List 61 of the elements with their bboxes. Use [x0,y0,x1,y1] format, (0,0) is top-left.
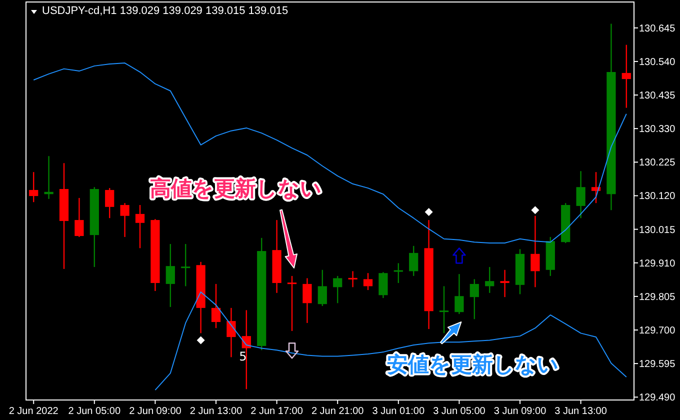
x-tick-label: 2 Jun 05:00 [68,406,121,417]
x-tick-label: 2 Jun 2022 [8,406,59,417]
x-tick-label: 2 Jun 13:00 [190,406,243,417]
x-tick-label: 2 Jun 09:00 [129,406,182,417]
annotation: 安値を更新しない [387,352,560,377]
point [531,206,540,214]
candlestick [378,272,388,299]
candlestick [500,269,510,298]
candlestick [485,266,494,294]
candlestick [348,270,358,288]
candlestick [470,278,479,320]
x-tick-label: 3 Jun 01:00 [372,406,425,417]
y-tick-label: 130.225 [639,158,676,169]
x-tick-label: 3 Jun 09:00 [494,406,547,417]
candlestick [318,269,327,307]
candlestick [394,262,403,284]
y-tick-label: 130.120 [639,191,676,202]
candlestick [120,202,130,238]
candlestick [135,204,145,249]
point [196,336,205,344]
candlestick [226,307,236,358]
y-tick-label: 130.540 [639,56,676,68]
chart-title: USDJPY-cd,H1 139.029 139.029 139.015 139.015 [42,5,288,17]
candlestick [302,278,312,324]
line-series [154,291,627,391]
candlestick [166,243,175,308]
candlestick [181,243,190,287]
y-tick-label: 129.805 [639,292,676,303]
y-tick-label: 129.595 [639,359,676,370]
y-tick-label: 130.435 [639,90,676,102]
x-tick-label: 3 Jun 13:00 [554,406,608,417]
candlestick [439,286,449,334]
x-tick-label: 3 Jun 05:00 [433,406,486,417]
x-tick-label: 2 Jun 17:00 [250,406,304,417]
y-tick-label: 130.645 [639,23,676,34]
point [285,342,299,359]
candlestick [74,197,84,238]
candlestick [591,171,601,204]
candlestick [530,215,540,288]
annotation: 高値を更新しない [150,176,322,201]
y-tick-label: 129.910 [639,258,676,270]
y-tick-label: 129.490 [639,392,676,404]
candlestick [105,187,114,219]
candlestick [29,171,38,203]
candlestick [454,273,464,315]
point [452,247,466,264]
candlestick [44,155,54,200]
y-tick-label: 130.330 [639,124,676,136]
candlestick [333,275,342,304]
candlestick [622,44,631,108]
candlestick [363,272,373,291]
candlestick [287,275,297,332]
y-tick-label: 130.015 [639,224,676,236]
x-tick-label: 2 Jun 21:00 [311,406,364,417]
candlestick [576,170,586,219]
annotation: 5 [239,349,247,364]
line-series [33,62,627,244]
y-tick-label: 129.700 [639,325,676,336]
candlestick [211,283,221,329]
point [424,208,433,216]
candlestick [409,245,418,277]
